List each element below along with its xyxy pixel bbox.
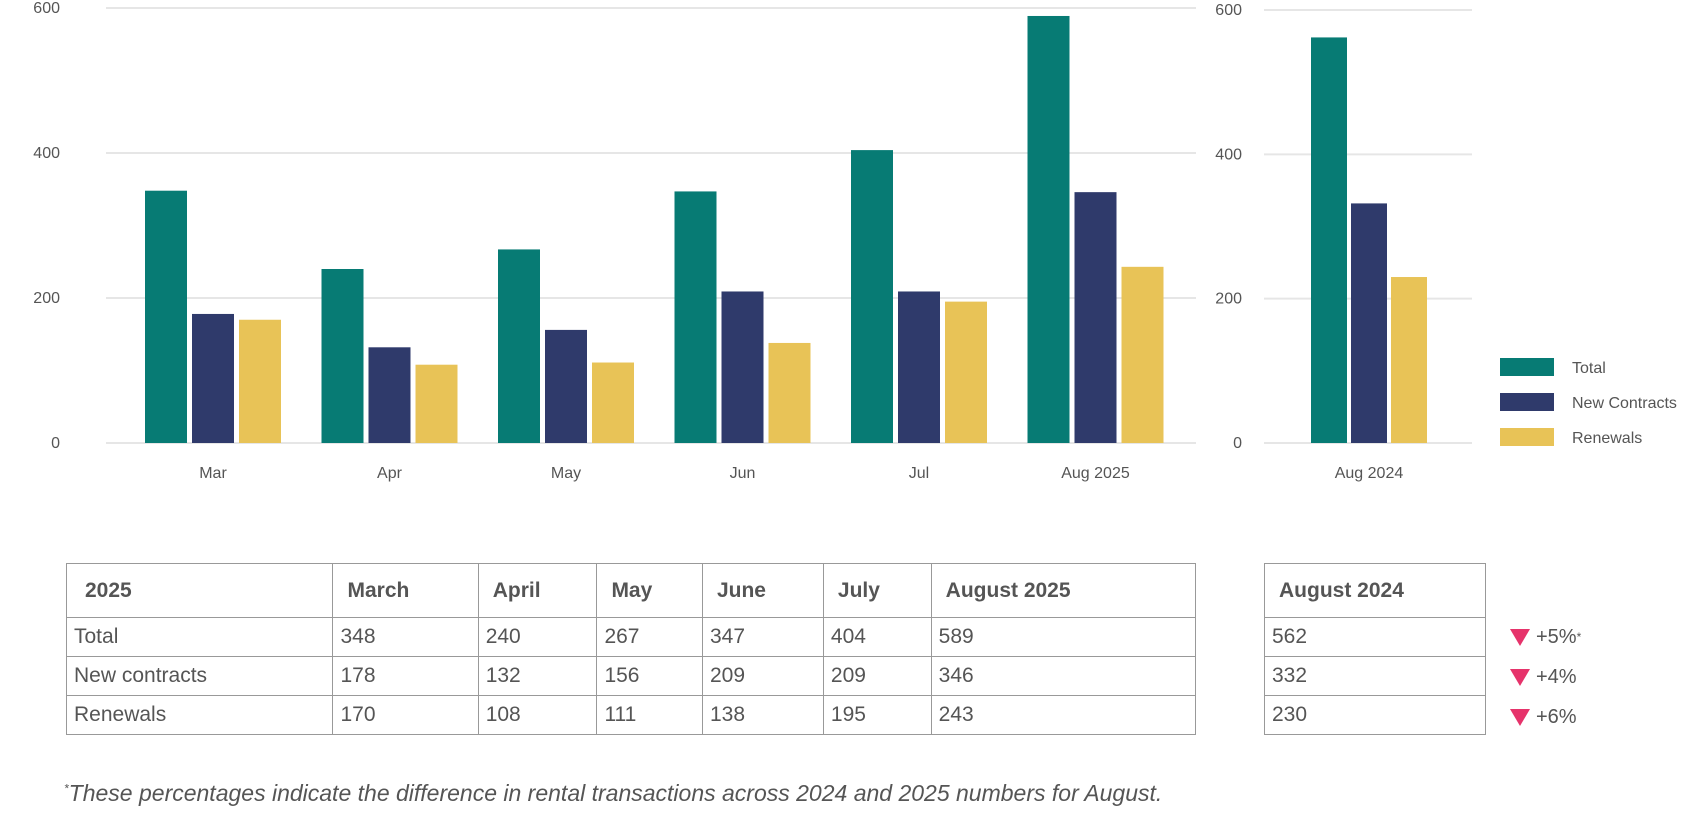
table-header-cell: August 2024 bbox=[1264, 563, 1486, 618]
table-cell: 111 bbox=[596, 695, 703, 735]
table-cell: 332 bbox=[1264, 656, 1486, 696]
legend-label: Total bbox=[1572, 360, 1606, 377]
table-cell: 108 bbox=[477, 695, 598, 735]
table-cell: 240 bbox=[477, 617, 598, 657]
table-cell: 209 bbox=[701, 656, 824, 696]
x-tick-label: May bbox=[551, 465, 581, 482]
table-cell: 138 bbox=[701, 695, 824, 735]
y-tick-label: 0 bbox=[51, 435, 60, 452]
table-cell: 178 bbox=[332, 656, 479, 696]
table-cell: 230 bbox=[1264, 695, 1486, 735]
bar bbox=[192, 313, 234, 443]
table-cell: 267 bbox=[596, 617, 703, 657]
change-value: +6% bbox=[1536, 705, 1577, 728]
y-tick-label: 0 bbox=[1233, 435, 1242, 452]
table-cell: 589 bbox=[930, 617, 1197, 657]
x-tick-label: Jun bbox=[730, 465, 756, 482]
table-header-cell: July bbox=[822, 563, 932, 618]
x-tick-label: Aug 2024 bbox=[1335, 465, 1404, 482]
change-value: +4% bbox=[1536, 665, 1577, 688]
table-row: Renewals 170 108 111 138 195 243 bbox=[65, 695, 1197, 735]
change-renewals: +6% bbox=[1510, 697, 1581, 737]
bar bbox=[1391, 277, 1427, 443]
table-header-cell: May bbox=[596, 563, 703, 618]
y-tick-label: 200 bbox=[1215, 291, 1242, 308]
y-tick-label: 600 bbox=[1215, 2, 1242, 19]
x-tick-label: Aug 2025 bbox=[1061, 465, 1130, 482]
table-header-row: August 2024 bbox=[1264, 563, 1486, 618]
table-cell: 348 bbox=[332, 617, 479, 657]
bar bbox=[321, 269, 364, 443]
bar bbox=[721, 291, 764, 443]
bar bbox=[1027, 15, 1070, 443]
table-header-row: 2025 March April May June July August 20… bbox=[65, 563, 1197, 618]
table-row: 562 bbox=[1264, 617, 1486, 657]
table-cell: 195 bbox=[822, 695, 932, 735]
footnote-marker: * bbox=[1576, 630, 1582, 644]
table-cell: 404 bbox=[822, 617, 932, 657]
bar bbox=[368, 347, 411, 443]
footnote: *These percentages indicate the differen… bbox=[64, 780, 1162, 807]
bar bbox=[674, 191, 717, 443]
bar bbox=[1074, 192, 1117, 443]
legend-label: Renewals bbox=[1572, 430, 1642, 447]
bar bbox=[592, 362, 634, 443]
change-value: +5% bbox=[1536, 625, 1577, 648]
table-cell: 346 bbox=[930, 656, 1197, 696]
table-header-cell: 2025 bbox=[65, 563, 334, 618]
change-total: +5% * bbox=[1510, 617, 1581, 657]
table-2025: 2025 March April May June July August 20… bbox=[65, 563, 1197, 735]
triangle-down-icon bbox=[1510, 668, 1530, 686]
legend-swatch bbox=[1500, 358, 1554, 376]
bar bbox=[1121, 266, 1164, 443]
y-tick-label: 400 bbox=[1215, 146, 1242, 163]
bar bbox=[498, 249, 540, 443]
x-tick-label: Apr bbox=[377, 465, 403, 482]
x-tick-label: Mar bbox=[199, 465, 227, 482]
table-header-cell: June bbox=[701, 563, 824, 618]
rental-transactions-chart: 0 200 400 600 Mar Apr May Jun Jul Aug 2025 0 200 400… bbox=[33, 0, 1677, 482]
y-tick-label: 600 bbox=[33, 0, 60, 17]
row-label: Renewals bbox=[65, 695, 334, 735]
triangle-down-icon bbox=[1510, 708, 1530, 726]
change-new-contracts: +4% bbox=[1510, 657, 1581, 697]
bar bbox=[851, 150, 893, 443]
bar bbox=[1311, 37, 1347, 443]
y-tick-label: 400 bbox=[33, 145, 60, 162]
table-header-cell: March bbox=[332, 563, 479, 618]
table-cell: 209 bbox=[822, 656, 932, 696]
table-cell: 347 bbox=[701, 617, 824, 657]
y-tick-label: 200 bbox=[33, 290, 60, 307]
row-label: Total bbox=[65, 617, 334, 657]
bar bbox=[898, 291, 940, 443]
x-tick-label: Jul bbox=[909, 465, 929, 482]
table-header-cell: August 2025 bbox=[930, 563, 1197, 618]
table-cell: 243 bbox=[930, 695, 1197, 735]
table-row: New contracts 178 132 156 209 209 346 bbox=[65, 656, 1197, 696]
bar bbox=[545, 329, 587, 443]
table-row: Total 348 240 267 347 404 589 bbox=[65, 617, 1197, 657]
bar bbox=[768, 342, 811, 443]
bar bbox=[945, 301, 987, 443]
legend-swatch bbox=[1500, 428, 1554, 446]
table-cell: 170 bbox=[332, 695, 479, 735]
triangle-down-icon bbox=[1510, 628, 1530, 646]
table-row: 332 bbox=[1264, 656, 1486, 696]
footnote-text: These percentages indicate the differenc… bbox=[68, 780, 1163, 806]
table-cell: 156 bbox=[596, 656, 703, 696]
table-2024: August 2024 562 332 230 bbox=[1264, 563, 1486, 735]
bar bbox=[415, 364, 458, 443]
table-cell: 562 bbox=[1264, 617, 1486, 657]
bar bbox=[239, 319, 281, 443]
footnote-marker: * bbox=[64, 781, 69, 796]
table-row: 230 bbox=[1264, 695, 1486, 735]
legend-swatch bbox=[1500, 393, 1554, 411]
bar bbox=[145, 190, 187, 443]
table-cell: 132 bbox=[477, 656, 598, 696]
table-header-cell: April bbox=[477, 563, 598, 618]
row-label: New contracts bbox=[65, 656, 334, 696]
bar bbox=[1351, 203, 1387, 443]
legend-label: New Contracts bbox=[1572, 395, 1677, 412]
change-list: +5% * +4% +6% bbox=[1510, 617, 1581, 737]
